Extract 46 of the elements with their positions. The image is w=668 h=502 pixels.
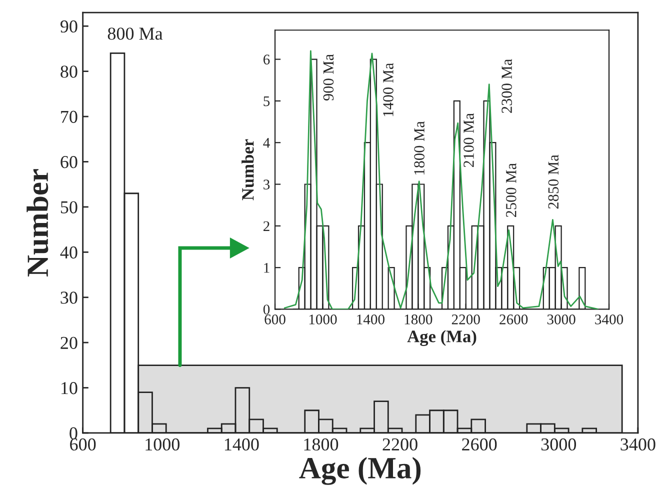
y-tick-label: 90 bbox=[60, 20, 78, 33]
annotation: 900 Ma bbox=[323, 54, 334, 101]
y-axis-title: Number bbox=[26, 169, 48, 276]
x-tick-label: 1800 bbox=[304, 438, 338, 451]
x-tick-label: 3400 bbox=[620, 438, 656, 451]
y-tick-label: 40 bbox=[60, 246, 78, 259]
x-tick-label: 1000 bbox=[309, 314, 337, 324]
x-tick-label: 1400 bbox=[357, 314, 384, 324]
y-tick-label: 10 bbox=[62, 382, 78, 394]
x-tick-label: 3400 bbox=[595, 314, 624, 324]
y-axis-title: Number bbox=[242, 139, 254, 200]
x-tick-label: 3000 bbox=[541, 438, 576, 451]
annotation: 1800 Ma bbox=[414, 121, 424, 174]
annotation: 1400 Ma bbox=[383, 62, 394, 116]
x-tick-label: 1400 bbox=[224, 438, 259, 451]
x-tick-label: 2200 bbox=[382, 438, 418, 451]
y-tick-label: 30 bbox=[60, 292, 78, 304]
x-tick-label: 600 bbox=[264, 314, 286, 324]
y-tick-label: 50 bbox=[60, 201, 78, 214]
y-tick-label: 20 bbox=[60, 336, 78, 350]
x-tick-label: 2600 bbox=[462, 438, 497, 451]
annotation: 2300 Ma bbox=[502, 59, 512, 113]
y-tick-label: 5 bbox=[264, 96, 270, 106]
line-series bbox=[284, 50, 599, 310]
y-tick-label: 4 bbox=[263, 138, 270, 148]
y-tick-label: 0 bbox=[70, 427, 78, 440]
y-tick-label: 0 bbox=[263, 304, 270, 314]
x-tick-label: 1000 bbox=[146, 438, 180, 451]
x-axis-title: Age (Ma) bbox=[299, 456, 421, 485]
annotation: 2100 Ma bbox=[464, 113, 474, 168]
annotation: 800 Ma bbox=[108, 28, 163, 40]
x-tick-label: 600 bbox=[70, 438, 96, 451]
y-tick-label: 60 bbox=[60, 156, 78, 168]
y-tick-label: 70 bbox=[61, 110, 78, 123]
y-tick-label: 6 bbox=[263, 54, 270, 64]
y-tick-label: 3 bbox=[264, 180, 270, 190]
x-tick-label: 2600 bbox=[500, 314, 528, 324]
x-axis-title: Age (Ma) bbox=[407, 330, 476, 346]
x-tick-label: 1800 bbox=[404, 314, 432, 324]
annotation: 2850 Ma bbox=[548, 154, 559, 209]
y-tick-label: 80 bbox=[60, 66, 78, 78]
y-tick-label: 2 bbox=[264, 221, 270, 231]
x-tick-label: 2200 bbox=[452, 314, 480, 324]
y-tick-label: 1 bbox=[264, 263, 270, 273]
annotation: 2500 Ma bbox=[506, 163, 516, 218]
x-tick-label: 3000 bbox=[547, 314, 576, 324]
